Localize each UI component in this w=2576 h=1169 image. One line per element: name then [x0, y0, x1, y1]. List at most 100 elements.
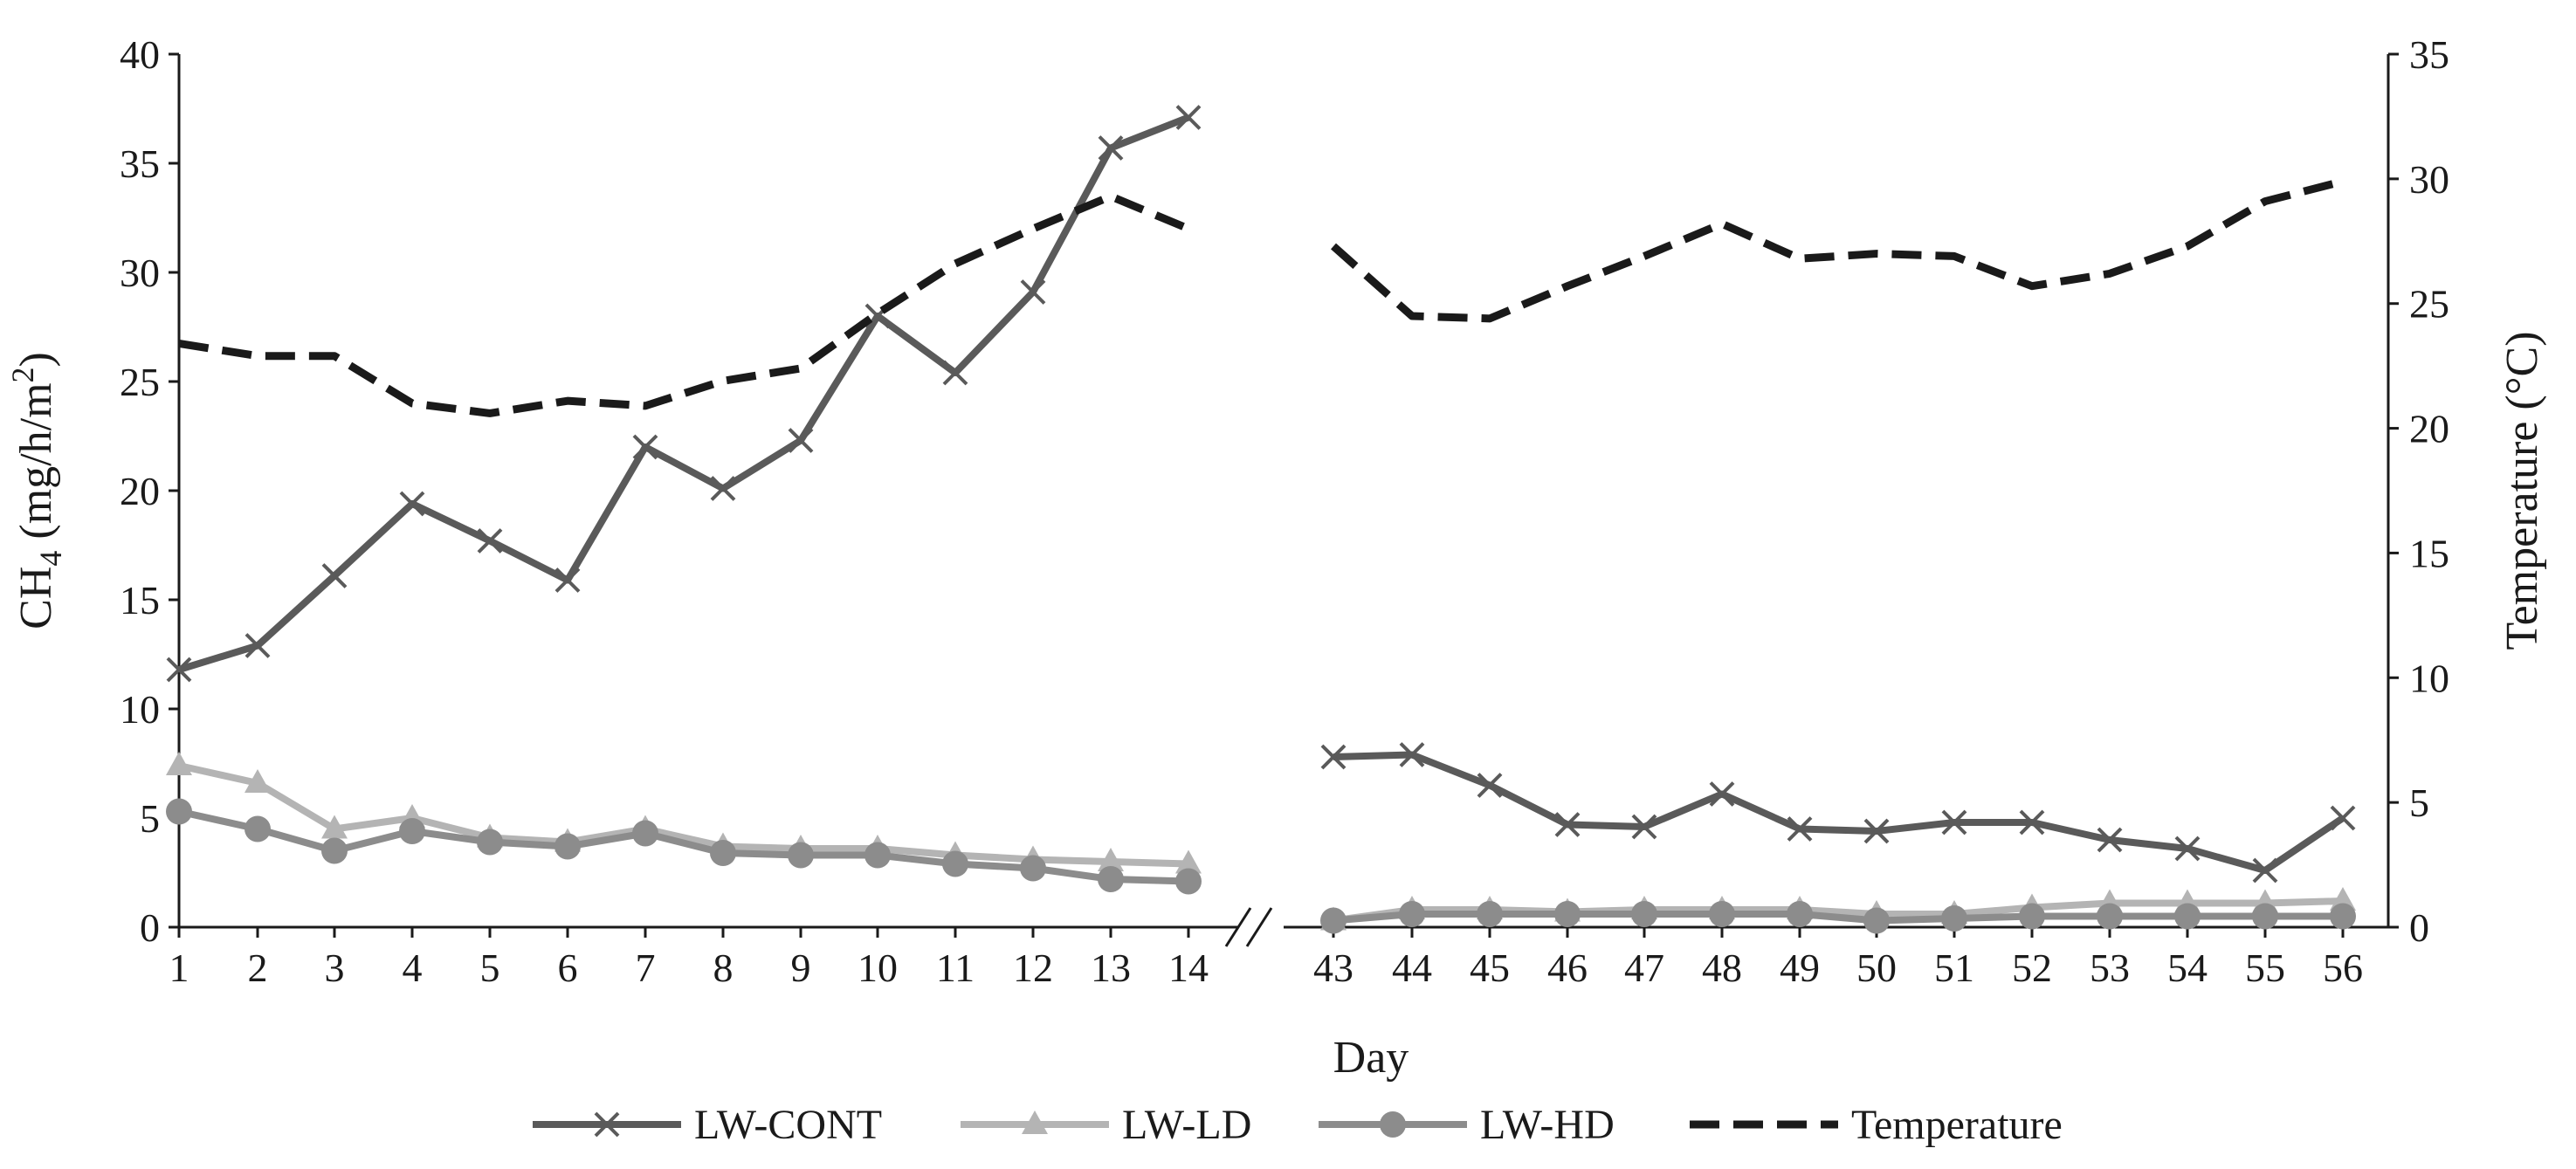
data-point-lw-hd — [788, 842, 814, 869]
data-point-lw-hd — [2019, 903, 2045, 930]
data-point-lw-hd — [1631, 901, 1657, 927]
data-point-lw-ld — [1175, 849, 1202, 874]
data-point-lw-cont — [788, 428, 814, 453]
data-point-lw-cont — [399, 491, 425, 517]
x-tick-label: 8 — [713, 946, 734, 990]
x-tick-label: 13 — [1091, 946, 1131, 990]
x-tick-label: 4 — [403, 946, 423, 990]
left-y-tick-label: 25 — [120, 360, 160, 404]
data-point-lw-cont — [1098, 135, 1124, 161]
right-y-tick-label: 30 — [2409, 157, 2449, 202]
x-tick-label: 12 — [1013, 946, 1053, 990]
x-tick-label: 48 — [1702, 946, 1742, 990]
legend-label-temperature: Temperature — [1851, 1102, 2063, 1148]
axis-break-mark — [1224, 907, 1252, 947]
x-tick-label: 45 — [1470, 946, 1510, 990]
data-point-lw-hd — [942, 850, 968, 877]
right-y-tick-label: 5 — [2409, 780, 2429, 825]
left-y-axis-title-main: CH — [11, 567, 61, 629]
data-point-lw-cont — [1709, 781, 1735, 807]
x-tick-label: 47 — [1624, 946, 1664, 990]
data-point-lw-hd — [1320, 907, 1347, 934]
data-point-lw-hd — [399, 818, 425, 844]
data-point-lw-cont — [1477, 773, 1503, 798]
x-tick-label: 14 — [1168, 946, 1209, 990]
x-axis-title: Day — [1333, 1033, 1409, 1083]
x-tick-label: 54 — [2167, 946, 2208, 990]
x-tick-label: 10 — [858, 946, 898, 990]
data-point-lw-cont — [1631, 814, 1657, 840]
x-tick-label: 44 — [1392, 946, 1432, 990]
data-point-lw-ld — [245, 769, 271, 793]
x-tick-label: 56 — [2323, 946, 2363, 990]
x-tick-label: 5 — [480, 946, 500, 990]
data-point-lw-cont — [1863, 818, 1890, 844]
data-point-lw-hd — [1554, 901, 1581, 927]
data-point-lw-cont — [1787, 816, 1813, 842]
data-point-lw-cont — [1399, 742, 1425, 767]
x-tick-label: 51 — [1934, 946, 1974, 990]
x-tick-label: 50 — [1856, 946, 1897, 990]
data-point-lw-hd — [245, 815, 271, 842]
data-point-lw-cont — [1175, 105, 1202, 130]
right-y-axis-title: Temperature (°C) — [2497, 331, 2547, 650]
left-y-tick-label: 10 — [120, 687, 160, 732]
data-point-lw-hd — [632, 820, 658, 847]
data-point-lw-cont — [1320, 744, 1347, 770]
x-tick-label: 3 — [325, 946, 345, 990]
data-point-lw-ld — [321, 815, 348, 839]
data-point-lw-hd — [2252, 903, 2278, 930]
x-tick-label: 53 — [2090, 946, 2130, 990]
data-point-lw-cont — [1554, 812, 1581, 837]
data-point-lw-cont — [554, 567, 581, 593]
data-point-lw-hd — [1787, 901, 1813, 927]
legend-marker-lw-ld — [1022, 1111, 1048, 1134]
data-point-lw-hd — [1709, 901, 1735, 927]
data-point-lw-hd — [710, 840, 736, 866]
series-lw-hd — [166, 798, 2356, 934]
x-tick-label: 7 — [636, 946, 656, 990]
legend-label-lw-hd: LW-HD — [1480, 1102, 1615, 1148]
left-y-tick-label: 15 — [120, 578, 160, 622]
data-point-lw-hd — [554, 833, 581, 860]
series-line-lw-ld — [1333, 897, 2344, 925]
data-point-lw-ld — [166, 752, 192, 775]
data-point-lw-hd — [1477, 901, 1503, 927]
data-point-lw-hd — [1863, 907, 1890, 934]
data-point-lw-cont — [245, 633, 271, 658]
legend-item-lw-cont: LW-CONT — [533, 1102, 882, 1148]
data-point-lw-cont — [477, 528, 503, 554]
data-point-lw-cont — [166, 657, 192, 683]
legend-item-lw-hd: LW-HD — [1319, 1102, 1615, 1148]
x-tick-label: 49 — [1780, 946, 1820, 990]
left-y-tick-label: 5 — [140, 796, 160, 841]
data-point-lw-ld — [1098, 848, 1124, 871]
right-y-tick-label: 25 — [2409, 282, 2449, 327]
x-tick-label: 43 — [1313, 946, 1353, 990]
data-point-lw-hd — [166, 798, 192, 825]
data-point-lw-cont — [2097, 827, 2123, 853]
left-y-axis-title-unit: (mg/h/m — [11, 382, 61, 550]
data-point-lw-cont — [321, 563, 348, 588]
data-point-lw-cont — [2252, 857, 2278, 884]
series-line-lw-ld — [178, 762, 1189, 868]
data-point-lw-hd — [2174, 903, 2201, 930]
legend-layer: LW-CONT LW-LD LW-HD Temperature — [533, 1102, 2063, 1148]
left-y-tick-label: 35 — [120, 141, 160, 186]
legend-item-temperature: Temperature — [1690, 1102, 2063, 1148]
data-point-lw-cont — [632, 434, 658, 460]
x-tick-label: 1 — [169, 946, 189, 990]
data-point-lw-hd — [1098, 866, 1124, 892]
right-y-tick-label: 35 — [2409, 32, 2449, 77]
x-tick-label: 2 — [248, 946, 268, 990]
data-point-lw-hd — [321, 837, 348, 864]
series-line-lw-cont — [1333, 751, 2345, 874]
data-point-lw-cont — [2019, 809, 2045, 835]
data-point-lw-cont — [1941, 809, 1967, 835]
right-y-tick-label: 15 — [2409, 531, 2449, 575]
left-y-tick-label: 20 — [120, 469, 160, 513]
left-y-tick-label: 0 — [140, 905, 160, 950]
x-tick-label: 46 — [1547, 946, 1588, 990]
series-line-lw-cont — [177, 113, 1190, 673]
